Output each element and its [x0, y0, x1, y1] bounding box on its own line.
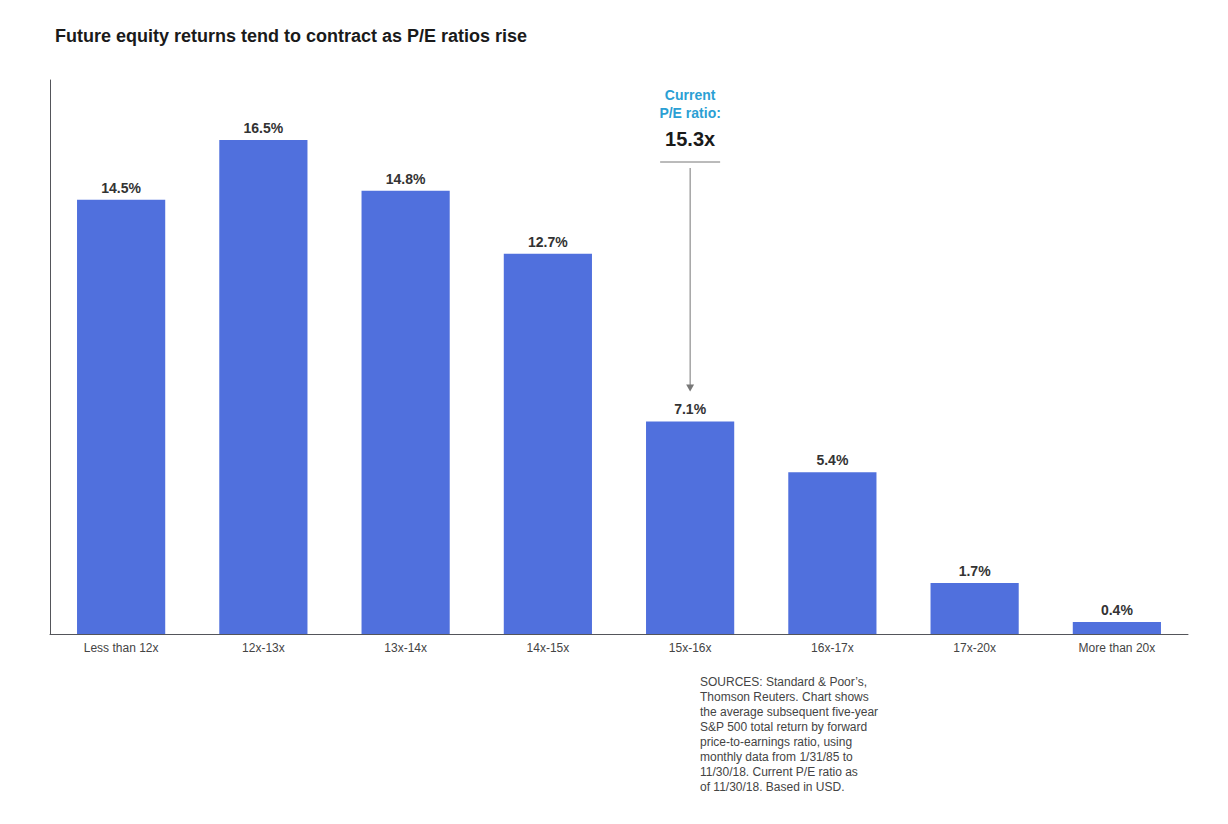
svg-text:13x-14x: 13x-14x	[384, 641, 427, 655]
svg-text:1.7%: 1.7%	[959, 563, 991, 579]
svg-text:16.5%: 16.5%	[244, 120, 284, 136]
svg-text:14.5%: 14.5%	[101, 180, 141, 196]
svg-text:price-to-earnings ratio, using: price-to-earnings ratio, using	[700, 735, 852, 749]
svg-text:of 11/30/18. Based in USD.: of 11/30/18. Based in USD.	[700, 780, 845, 794]
svg-text:Thomson Reuters. Chart shows: Thomson Reuters. Chart shows	[700, 690, 869, 704]
svg-text:More than 20x: More than 20x	[1079, 641, 1156, 655]
svg-text:5.4%: 5.4%	[816, 452, 848, 468]
svg-text:17x-20x: 17x-20x	[953, 641, 996, 655]
svg-text:Current: Current	[665, 87, 716, 103]
svg-text:12.7%: 12.7%	[528, 234, 568, 250]
svg-text:12x-13x: 12x-13x	[242, 641, 285, 655]
svg-text:16x-17x: 16x-17x	[811, 641, 854, 655]
svg-text:15.3x: 15.3x	[665, 128, 715, 150]
svg-text:SOURCES: Standard & Poor’s,: SOURCES: Standard & Poor’s,	[700, 675, 867, 689]
svg-text:the average subsequent five-ye: the average subsequent five-year	[700, 705, 878, 719]
svg-text:14.8%: 14.8%	[386, 171, 426, 187]
svg-text:S&P 500 total return by forwar: S&P 500 total return by forward	[700, 720, 867, 734]
svg-text:7.1%: 7.1%	[674, 401, 706, 417]
svg-text:11/30/18. Current P/E ratio as: 11/30/18. Current P/E ratio as	[700, 765, 858, 779]
svg-text:Future equity returns tend to: Future equity returns tend to contract a…	[55, 26, 527, 46]
svg-text:14x-15x: 14x-15x	[527, 641, 570, 655]
svg-text:monthly data from 1/31/85 to: monthly data from 1/31/85 to	[700, 750, 853, 764]
svg-text:P/E ratio:: P/E ratio:	[659, 105, 720, 121]
svg-text:Less than 12x: Less than 12x	[84, 641, 159, 655]
svg-text:0.4%: 0.4%	[1101, 602, 1133, 618]
svg-text:15x-16x: 15x-16x	[669, 641, 712, 655]
